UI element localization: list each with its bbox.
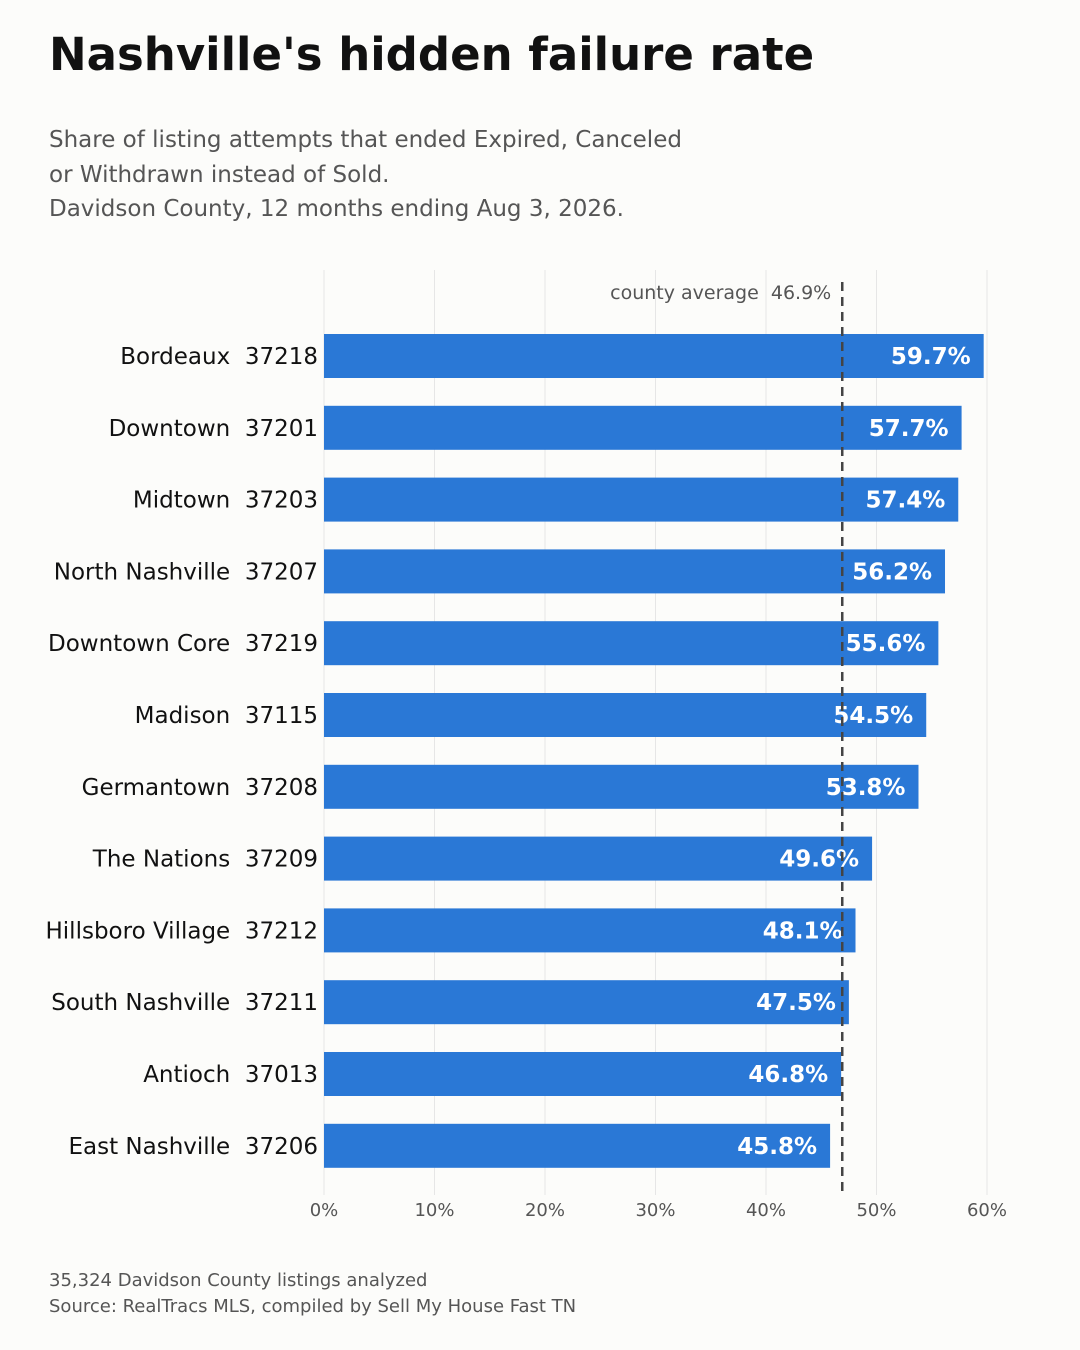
data-label: 53.8% — [826, 775, 906, 801]
category-label: Germantown 37208 — [82, 775, 318, 801]
subtitle-line-1: Share of listing attempts that ended Exp… — [49, 127, 682, 153]
footer-note: 35,324 Davidson County listings analyzed — [49, 1270, 428, 1291]
category-label: The Nations 37209 — [92, 847, 318, 873]
category-label: North Nashville 37207 — [54, 559, 318, 585]
data-label: 56.2% — [852, 559, 932, 585]
category-label: Madison 37115 — [135, 703, 318, 729]
county-average-label: county average 46.9% — [610, 282, 831, 304]
data-label: 45.8% — [737, 1134, 817, 1160]
bar — [324, 764, 919, 809]
category-label: Hillsboro Village 37212 — [46, 918, 319, 944]
category-label: Downtown Core 37219 — [48, 631, 318, 657]
data-label: 57.4% — [865, 488, 945, 514]
data-label: 46.8% — [748, 1062, 828, 1088]
bar — [324, 1123, 831, 1168]
data-label: 47.5% — [756, 990, 836, 1016]
category-label: Bordeaux 37218 — [120, 344, 318, 370]
bar — [324, 477, 959, 522]
bar — [324, 693, 927, 737]
data-label: 54.5% — [833, 703, 913, 729]
bar-chart: Bordeaux 37218 59.7% Downtown 37201 57.7% Mi… — [46, 270, 1007, 1221]
category-label: Midtown 37203 — [133, 488, 318, 514]
data-label: 57.7% — [869, 416, 949, 442]
footer-source: Source: RealTracs MLS, compiled by Sell … — [49, 1296, 577, 1317]
x-tick-label: 50% — [856, 1200, 896, 1221]
data-label: 48.1% — [763, 918, 843, 944]
subtitle-line-2: or Withdrawn instead of Sold. — [49, 161, 390, 188]
subtitle-line-3: Davidson County, 12 months ending Aug 3,… — [49, 196, 624, 222]
bar — [324, 1052, 842, 1096]
category-label: East Nashville 37206 — [68, 1134, 318, 1160]
x-tick-label: 20% — [525, 1200, 565, 1221]
chart-footer: 35,324 Davidson County listings analyzed… — [49, 1268, 576, 1320]
x-tick-label: 0% — [310, 1200, 339, 1221]
data-label: 55.6% — [846, 631, 926, 657]
x-tick-label: 30% — [635, 1200, 675, 1221]
data-label: 49.6% — [779, 847, 859, 873]
category-label: Antioch 37013 — [143, 1062, 318, 1088]
chart-title: Nashville's hidden failure rate — [49, 28, 815, 81]
category-label: South Nashville 37211 — [51, 990, 318, 1016]
chart-subtitle: Share of listing attempts that ended Exp… — [49, 123, 682, 227]
bar — [324, 836, 873, 881]
bar — [324, 908, 856, 953]
x-tick-label: 60% — [967, 1200, 1007, 1221]
bar — [324, 405, 962, 450]
bar — [324, 621, 939, 666]
data-label: 59.7% — [891, 344, 971, 370]
category-label: Downtown 37201 — [109, 416, 318, 442]
x-tick-label: 40% — [746, 1200, 786, 1221]
x-tick-label: 10% — [414, 1200, 454, 1221]
bar — [324, 334, 984, 378]
bar — [324, 980, 849, 1025]
